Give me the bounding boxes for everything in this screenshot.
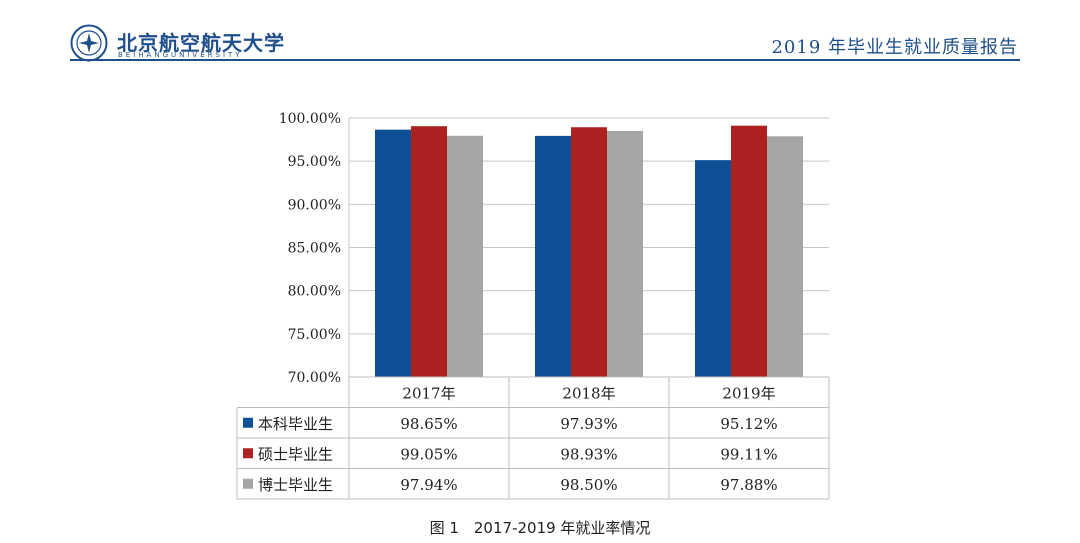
employment-rate-chart: 70.00% 75.00% 80.00% 85.00% 90.00% 95.00% 100.… xyxy=(236,111,830,500)
legend-key xyxy=(243,448,253,459)
figure-caption: 图 1 2017-2019 年就业率情况 xyxy=(429,519,651,537)
legend-key xyxy=(243,417,253,428)
y-tick-label: 95.00% xyxy=(288,154,341,170)
data-label: 97.94% xyxy=(400,476,457,494)
x-category-label: 2019年 xyxy=(722,384,775,402)
university-name-en: BEIHANGUNIVERSITY xyxy=(118,51,243,59)
header-divider xyxy=(70,59,1020,61)
data-label: 99.11% xyxy=(720,445,777,463)
bar xyxy=(447,135,483,377)
y-tick-label: 90.00% xyxy=(288,197,341,213)
y-tick-label: 100.00% xyxy=(279,111,341,127)
bar xyxy=(375,129,411,377)
university-name: 北京航空航天大学 xyxy=(117,31,285,55)
data-label: 95.12% xyxy=(720,415,777,433)
bar xyxy=(571,127,607,377)
data-label: 97.88% xyxy=(720,476,777,494)
bar xyxy=(535,135,571,377)
bar xyxy=(767,136,803,377)
report-title: 2019 年毕业生就业质量报告 xyxy=(771,37,1018,58)
legend-label: 本科毕业生 xyxy=(258,415,333,433)
data-label: 98.50% xyxy=(560,476,617,494)
x-category-label: 2017年 xyxy=(402,384,455,402)
x-category-label: 2018年 xyxy=(562,384,615,402)
data-label: 99.05% xyxy=(400,445,457,463)
y-tick-label: 80.00% xyxy=(288,284,341,300)
data-label: 98.65% xyxy=(400,415,457,433)
legend-key xyxy=(243,478,253,489)
bar xyxy=(731,125,767,377)
bar xyxy=(607,130,643,377)
data-label: 97.93% xyxy=(560,415,617,433)
legend-label: 博士毕业生 xyxy=(258,476,333,494)
page-header: 北京航空航天大学 BEIHANGUNIVERSITY 2019 年毕业生就业质量… xyxy=(0,0,1080,70)
data-label: 98.93% xyxy=(560,445,617,463)
bar xyxy=(695,160,731,377)
y-tick-label: 70.00% xyxy=(288,370,341,386)
y-tick-label: 85.00% xyxy=(288,241,341,257)
legend-label: 硕士毕业生 xyxy=(258,445,333,463)
bar xyxy=(411,126,447,378)
y-tick-label: 75.00% xyxy=(288,327,341,343)
